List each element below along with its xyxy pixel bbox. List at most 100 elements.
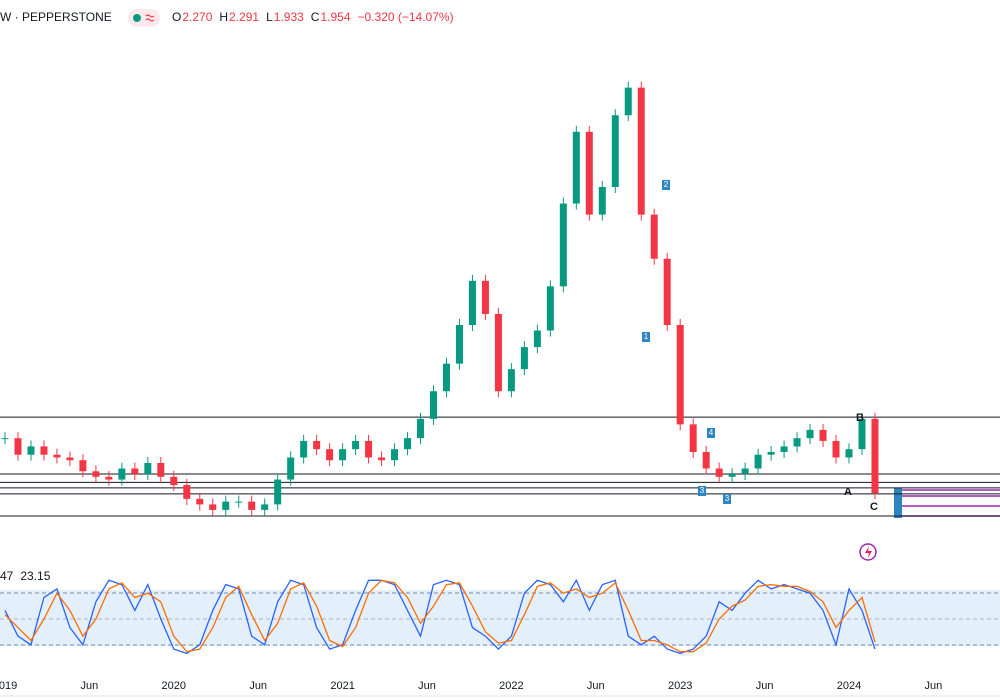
wave-box	[642, 332, 650, 342]
wave-label: B	[856, 412, 864, 424]
candle	[261, 504, 269, 510]
candle	[339, 449, 347, 461]
candle	[442, 363, 450, 392]
ohlc-value: 2.291	[229, 10, 259, 24]
ohlc-label: O	[172, 10, 181, 24]
candle	[1, 438, 9, 440]
x-tick-label: 2023	[668, 680, 692, 692]
candle	[170, 476, 178, 486]
wave-label: 3	[725, 494, 730, 503]
wave-box	[723, 494, 731, 504]
candle	[494, 313, 502, 392]
candle	[585, 131, 593, 215]
candle	[248, 501, 256, 510]
status-dot	[133, 14, 141, 22]
x-tick-label: 2021	[330, 680, 354, 692]
ohlc-label: H	[219, 10, 228, 24]
x-tick-label: Jun	[81, 680, 99, 692]
candle	[79, 460, 87, 472]
wave-label: 3	[700, 486, 705, 495]
candle	[157, 463, 165, 477]
candle	[404, 438, 412, 450]
candle	[53, 454, 61, 458]
alert-bolt	[865, 546, 872, 558]
wave-label: 2	[664, 180, 669, 189]
wave-label: 1	[644, 332, 649, 341]
candle	[300, 440, 308, 458]
x-tick-label: Jun	[249, 680, 267, 692]
candle	[650, 214, 658, 259]
candle	[559, 203, 567, 287]
wave-box	[698, 486, 706, 496]
candle	[793, 438, 801, 447]
x-tick-label: Jun	[756, 680, 774, 692]
candle	[754, 454, 762, 469]
candle	[858, 418, 866, 450]
candle	[702, 451, 710, 469]
candle	[468, 280, 476, 325]
stoch-k-label: 47	[0, 569, 14, 583]
candle	[624, 87, 632, 116]
alert-icon[interactable]	[859, 543, 877, 561]
candle	[520, 347, 528, 370]
candle	[417, 418, 425, 439]
wave-box	[707, 428, 715, 438]
stoch-d-label: 23.15	[20, 569, 50, 583]
candle	[40, 446, 48, 455]
candle	[637, 87, 645, 215]
candle	[533, 330, 541, 348]
candle	[209, 504, 217, 510]
candle	[871, 418, 879, 494]
candle	[598, 187, 606, 215]
candle	[546, 286, 554, 331]
candle	[819, 429, 827, 441]
header: W · PEPPERSTONE	[0, 9, 160, 27]
candle	[481, 280, 489, 314]
x-tick-label: 2024	[837, 680, 861, 692]
candle	[845, 449, 853, 458]
x-tick-label: 2019	[0, 680, 17, 692]
ohlc-label: C	[311, 10, 320, 24]
symbol: W · PEPPERSTONE	[0, 10, 112, 24]
wave-box	[662, 180, 670, 190]
candle	[118, 468, 126, 480]
x-tick-label: 2022	[499, 680, 523, 692]
candle	[767, 451, 775, 455]
candle	[92, 471, 100, 477]
candle	[429, 391, 437, 419]
wave-label: 4	[709, 428, 714, 437]
candle	[222, 501, 230, 510]
candle	[313, 440, 321, 450]
candle	[663, 258, 671, 325]
ohlc-label: L	[266, 10, 273, 24]
candle	[832, 440, 840, 458]
candle	[66, 457, 74, 461]
stoch-band	[0, 590, 1000, 646]
candle	[105, 476, 113, 480]
candle	[352, 440, 360, 450]
candle	[326, 449, 334, 461]
stoch-d	[4, 579, 876, 653]
ohlc-value: 1.933	[274, 10, 304, 24]
candle	[196, 498, 204, 505]
candle	[235, 501, 243, 503]
candle	[274, 479, 282, 505]
x-tick-label: Jun	[587, 680, 605, 692]
candle	[391, 449, 399, 461]
candle	[715, 468, 723, 477]
candle	[131, 468, 139, 475]
candle	[378, 457, 386, 461]
candle	[676, 325, 684, 425]
candle	[144, 463, 152, 475]
wave-label: A	[844, 486, 852, 498]
ohlc-value: 1.954	[320, 10, 350, 24]
candle	[455, 325, 463, 364]
candle	[689, 424, 697, 452]
candle	[780, 446, 788, 452]
candle	[14, 438, 22, 455]
alert-circle[interactable]	[859, 543, 877, 561]
status-pill[interactable]	[128, 9, 160, 27]
x-tick-label: Jun	[418, 680, 436, 692]
candle	[806, 429, 814, 439]
